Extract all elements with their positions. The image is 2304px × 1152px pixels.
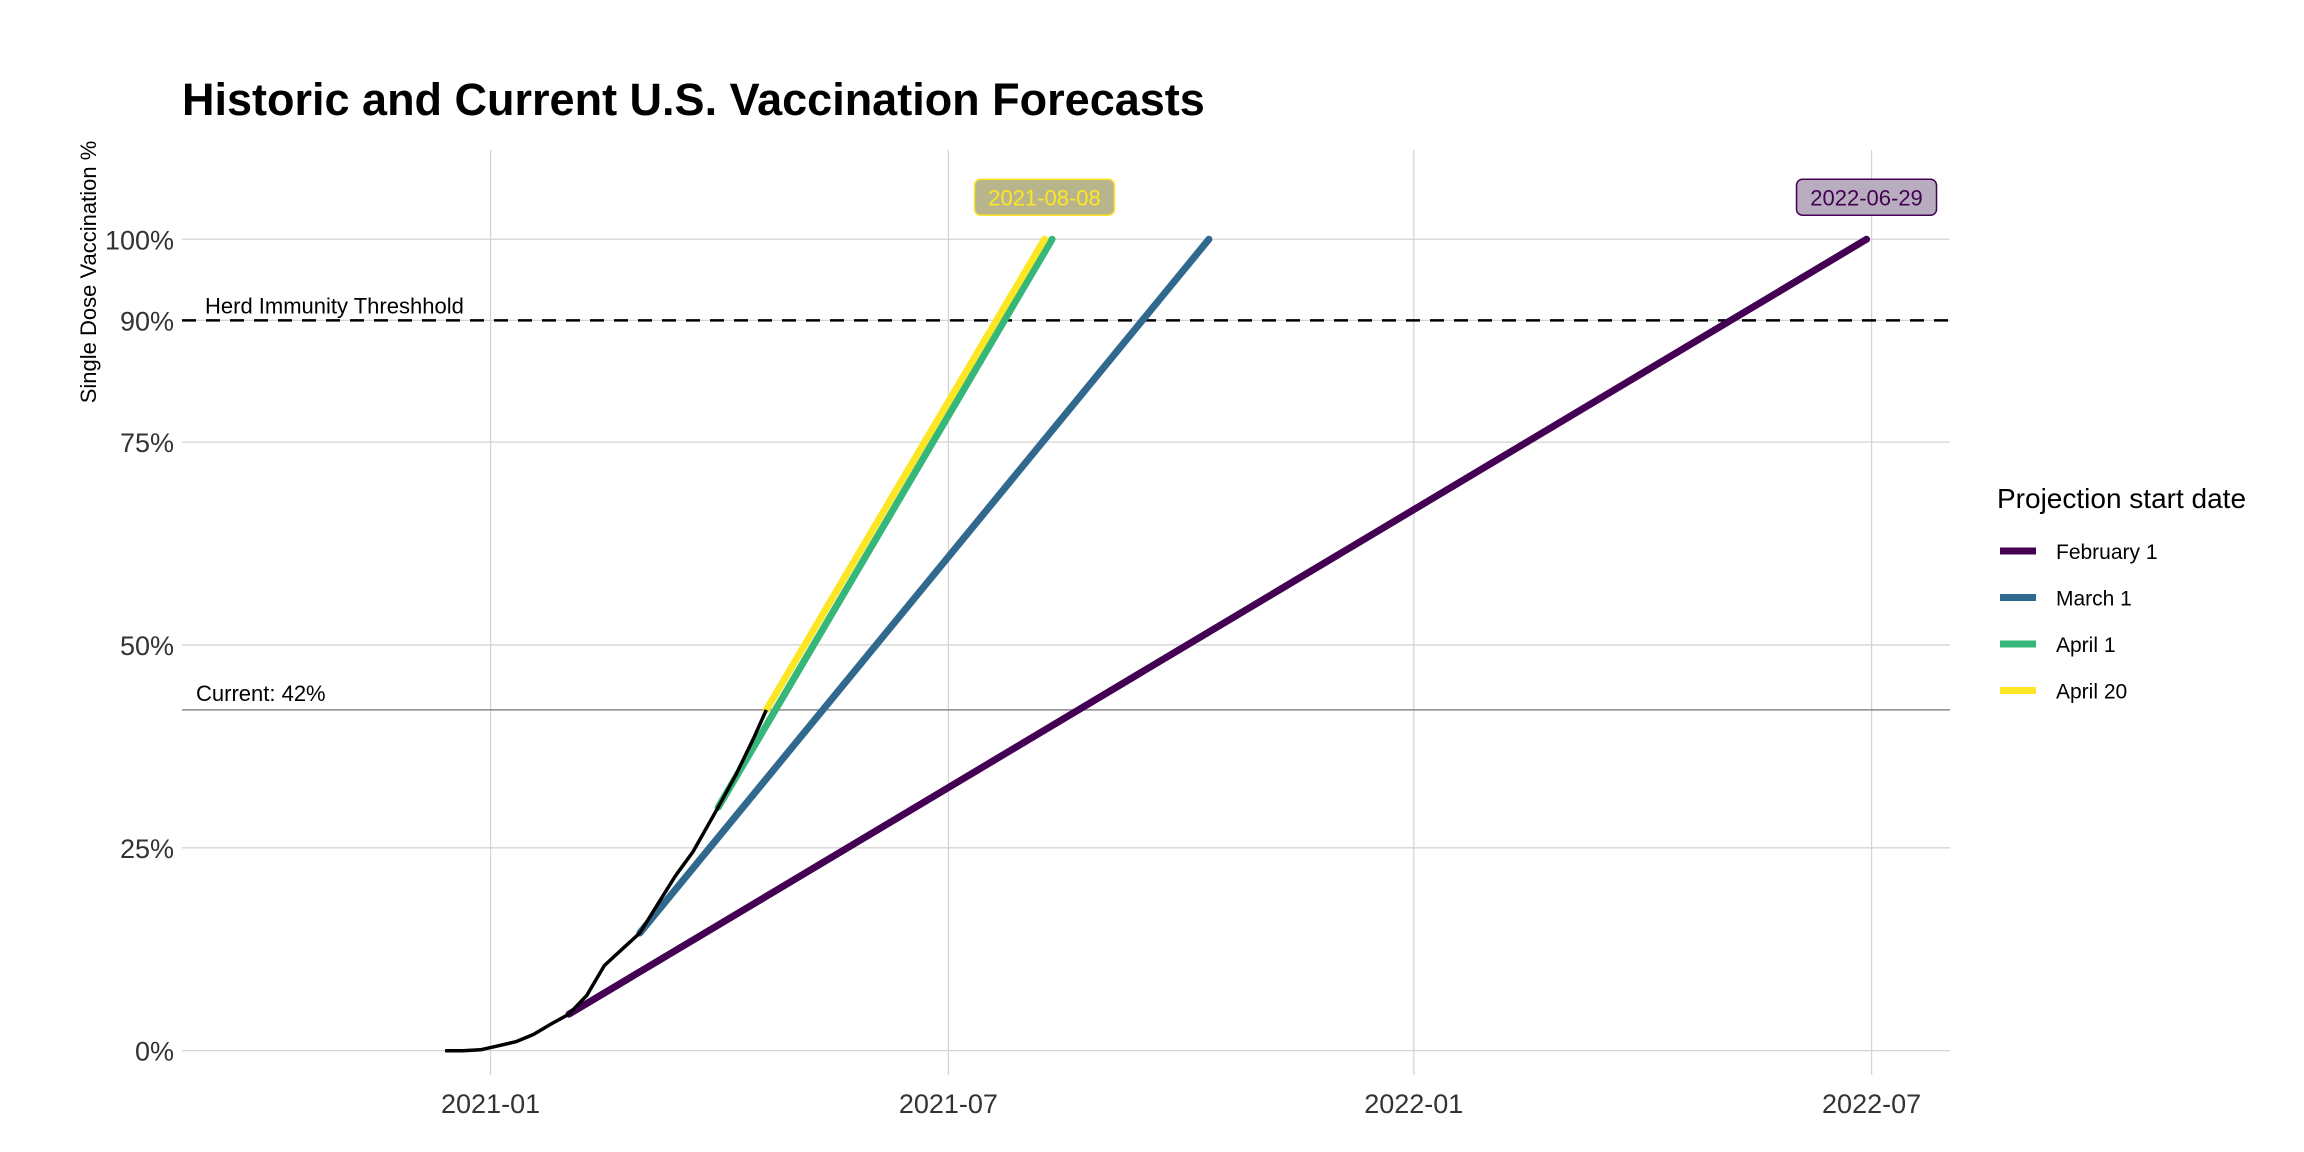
y-tick-label: 75%	[120, 428, 174, 458]
x-axis-ticks: 2021-01 2021-07 2022-01 2022-07	[441, 1089, 1921, 1119]
x-tick-label: 2021-01	[441, 1089, 540, 1119]
projection-line	[762, 235, 1049, 714]
grid	[182, 150, 1950, 1075]
legend-label: February 1	[2056, 541, 2158, 564]
reference-lines: Herd Immunity Threshhold Current: 42%	[182, 293, 1950, 711]
legend-label: April 1	[2056, 634, 2116, 657]
projection-line	[636, 235, 1213, 937]
herd-immunity-label: Herd Immunity Threshhold	[205, 293, 464, 318]
legend-label: March 1	[2056, 588, 2132, 611]
projection-line	[714, 235, 1056, 811]
callouts: 2021-08-08 2022-06-29	[973, 178, 1938, 217]
series-lines	[445, 235, 1871, 1053]
legend: Projection start date February 1 March 1 A…	[1997, 483, 2246, 704]
x-tick-label: 2021-07	[899, 1089, 998, 1119]
y-tick-label: 0%	[135, 1037, 174, 1067]
chart-title: Historic and Current U.S. Vaccination Fo…	[182, 74, 1205, 125]
callout-label: 2021-08-08	[988, 185, 1101, 210]
y-tick-label: 50%	[120, 631, 174, 661]
callout-label: 2022-06-29	[1810, 185, 1923, 210]
y-axis-label: Single Dose Vaccination %	[76, 141, 101, 404]
x-tick-label: 2022-07	[1822, 1089, 1921, 1119]
projection-line	[565, 235, 1871, 1018]
y-axis-ticks: 0% 25% 50% 75% 90% 100%	[105, 225, 174, 1066]
legend-label: April 20	[2056, 681, 2127, 704]
callout-box	[1795, 178, 1938, 217]
legend-title: Projection start date	[1997, 483, 2246, 514]
callout-box	[973, 178, 1116, 217]
y-tick-label: 100%	[105, 225, 174, 255]
historic-line	[445, 709, 768, 1053]
x-tick-label: 2022-01	[1364, 1089, 1463, 1119]
current-level-label: Current: 42%	[196, 681, 326, 706]
y-tick-label: 25%	[120, 834, 174, 864]
y-tick-label: 90%	[120, 306, 174, 336]
